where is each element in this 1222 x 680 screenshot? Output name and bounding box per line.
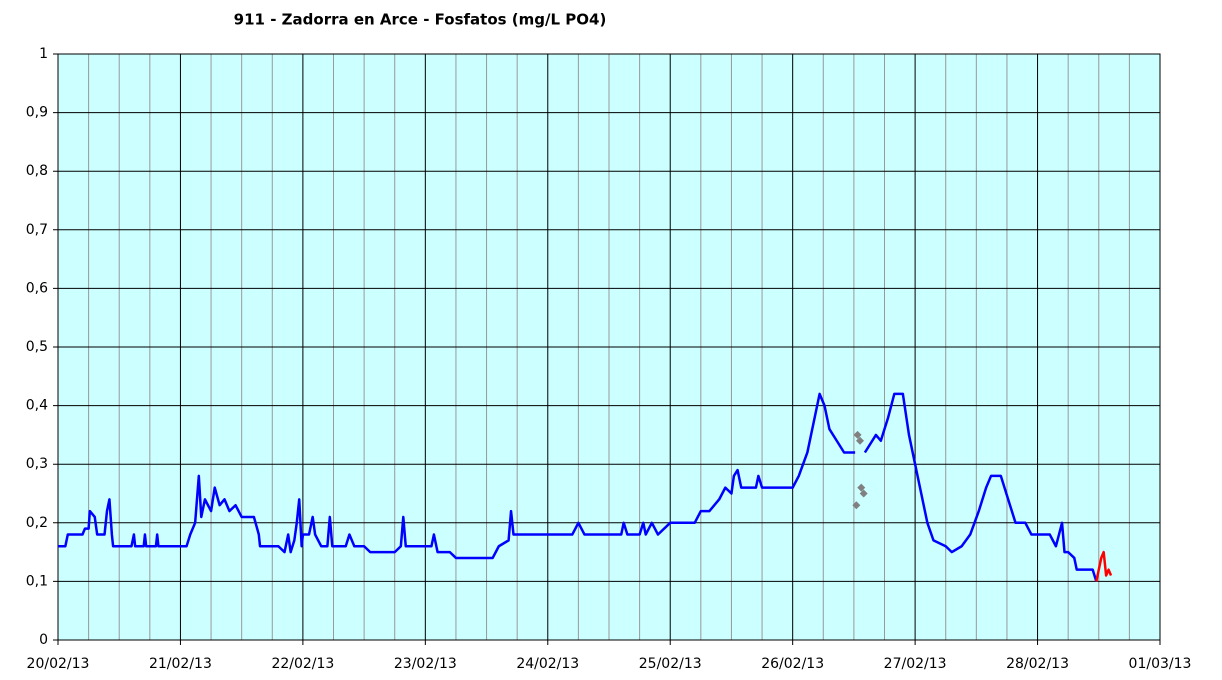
x-tick-label: 21/02/13 [149, 656, 212, 672]
x-tick-label: 24/02/13 [516, 656, 579, 672]
y-tick-label: 0 [39, 632, 48, 648]
x-tick-label: 26/02/13 [761, 656, 824, 672]
chart-title: 911 - Zadorra en Arce - Fosfatos (mg/L P… [234, 11, 607, 29]
point [852, 501, 861, 510]
x-tick-label: 28/02/13 [1006, 656, 1069, 672]
y-tick-label: 0,2 [26, 515, 48, 531]
y-tick-label: 0,3 [26, 456, 48, 472]
x-tick-label: 20/02/13 [27, 656, 90, 672]
point [856, 436, 865, 445]
point [853, 430, 862, 439]
y-tick-label: 1 [39, 46, 48, 62]
y-tick-label: 0,1 [26, 573, 48, 589]
x-tick-label: 01/03/13 [1129, 656, 1192, 672]
y-tick-label: 0,5 [26, 339, 48, 355]
x-tick-label: 25/02/13 [639, 656, 702, 672]
x-tick-label: 23/02/13 [394, 656, 457, 672]
point [857, 483, 866, 492]
y-tick-label: 0,7 [26, 222, 48, 238]
point [859, 489, 868, 498]
y-tick-label: 0,4 [26, 398, 48, 414]
y-tick-label: 0,6 [26, 280, 48, 296]
y-tick-label: 0,8 [26, 163, 48, 179]
plot-border [57, 53, 1161, 641]
x-tick-label: 22/02/13 [271, 656, 334, 672]
line [1095, 550, 1113, 582]
line [58, 392, 1098, 582]
y-tick-label: 0,9 [26, 105, 48, 121]
x-tick-label: 27/02/13 [884, 656, 947, 672]
